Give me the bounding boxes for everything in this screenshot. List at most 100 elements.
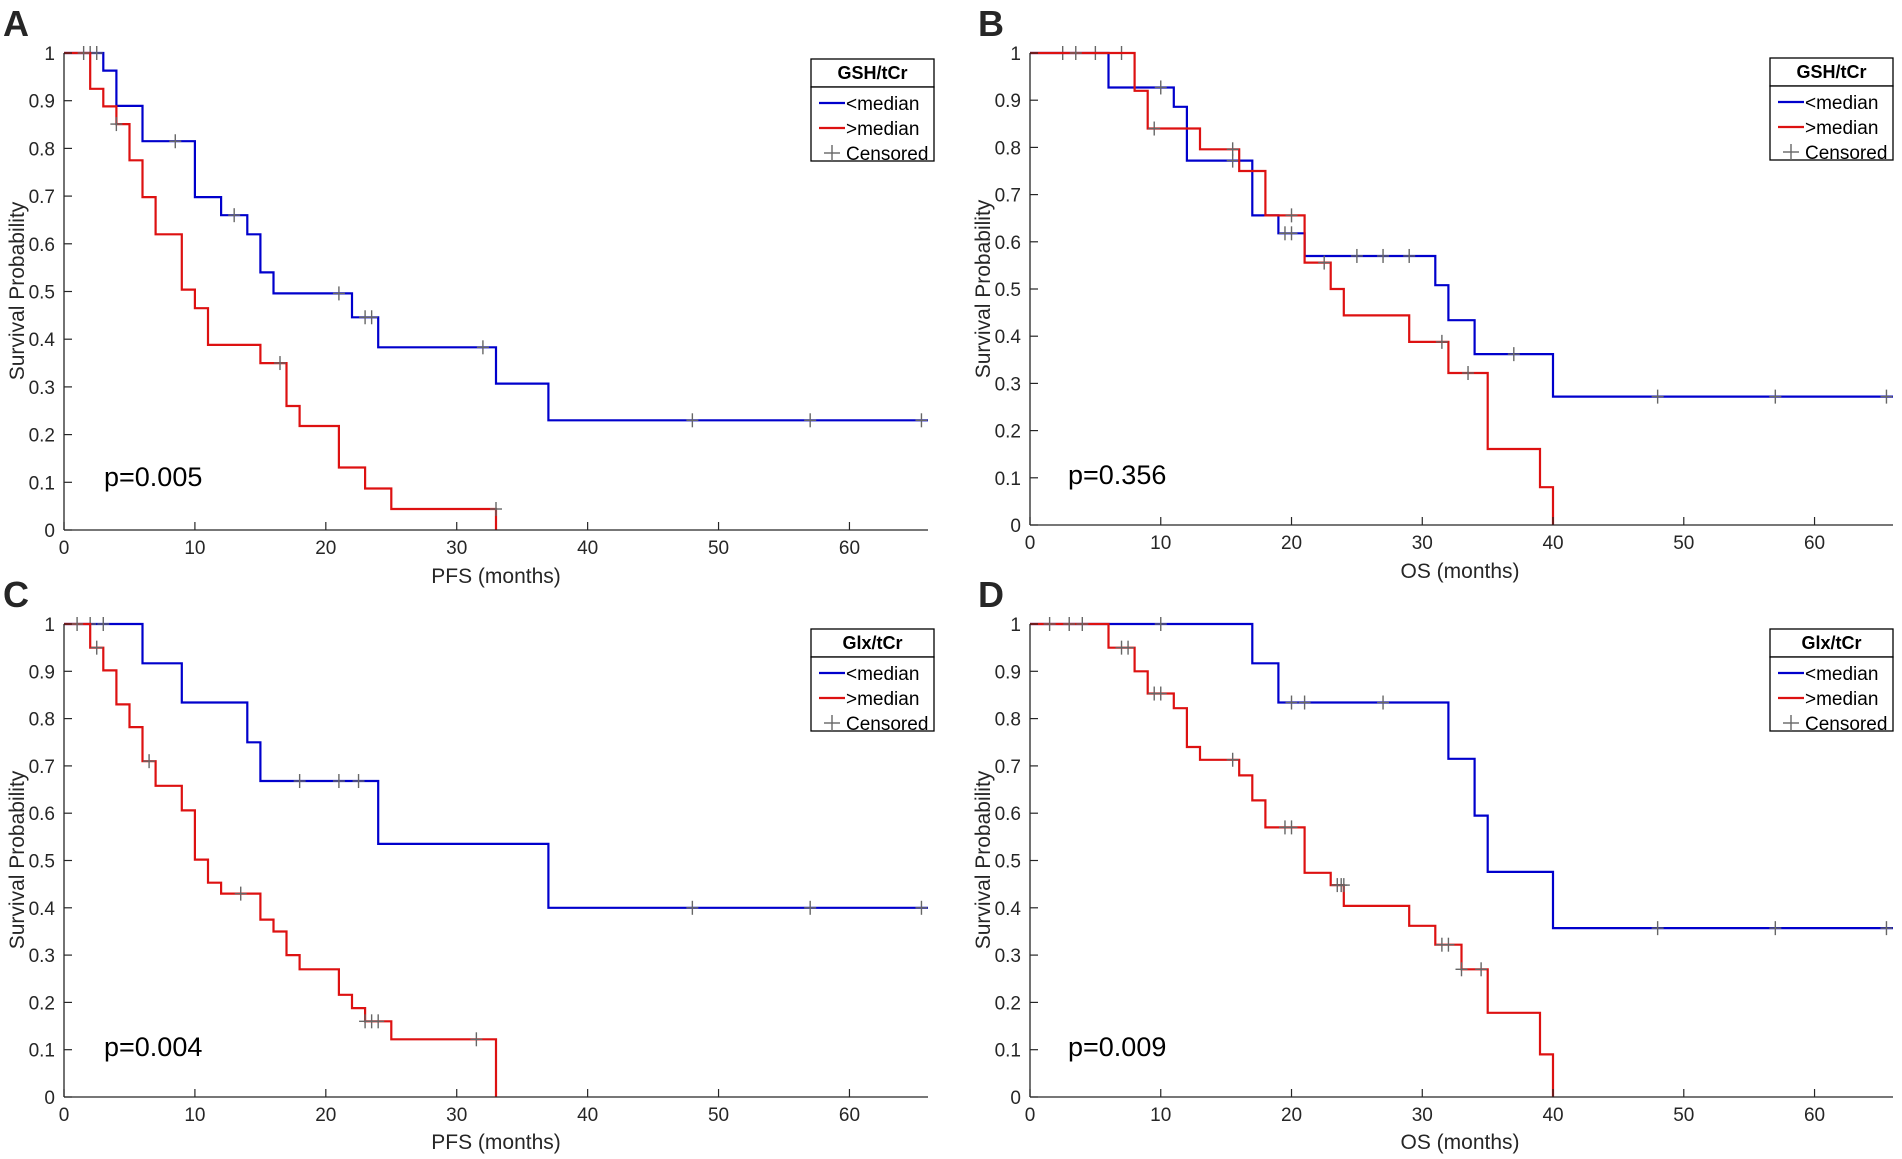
censored-marker — [1154, 686, 1167, 701]
legend-title-box — [810, 58, 935, 88]
y-tick-label: 0.7 — [29, 757, 55, 778]
x-tick-label: 50 — [1673, 533, 1694, 554]
p-value-label: p=0.356 — [1068, 460, 1166, 490]
y-tick-label: 0.3 — [995, 946, 1021, 967]
x-tick-label: 10 — [1150, 1105, 1171, 1126]
censored-marker — [1442, 937, 1455, 952]
p-value-label: p=0.009 — [1068, 1032, 1166, 1062]
survival-curve-above-median — [64, 51, 498, 530]
y-axis-label: Survival Probability — [6, 770, 29, 949]
y-tick-label: 0.5 — [995, 852, 1021, 873]
x-axis-label: OS (months) — [1400, 560, 1519, 583]
y-tick-label: 0.5 — [29, 283, 55, 304]
y-tick-label: 0 — [44, 1088, 55, 1109]
censored-marker — [90, 640, 103, 655]
censored-marker — [293, 774, 306, 789]
legend-entry-below-median: <median — [846, 664, 919, 685]
x-tick-label: 40 — [1542, 1105, 1563, 1126]
y-tick-label: 0.1 — [29, 1041, 55, 1062]
y-tick-label: 0.5 — [995, 280, 1021, 301]
censored-marker — [1880, 389, 1893, 404]
censored-marker — [1285, 208, 1298, 223]
legend-censored-marker — [824, 145, 840, 161]
survival-curve-below-median — [1030, 622, 1893, 930]
legend-entry-above-median: >median — [1805, 689, 1878, 710]
legend-title-box — [1769, 628, 1894, 658]
legend-title: Glx/tCr — [842, 633, 902, 653]
censored-marker — [804, 413, 817, 428]
censored-marker — [490, 502, 502, 517]
censored-marker — [234, 886, 247, 901]
censored-marker — [1377, 695, 1390, 710]
x-tick-label: 30 — [1412, 533, 1433, 554]
censored-marker — [1769, 389, 1782, 404]
y-tick-label: 0.8 — [995, 138, 1021, 159]
legend: GSH/tCr <median >median Censored — [1769, 57, 1894, 164]
legend-title: Glx/tCr — [1801, 633, 1861, 653]
censored-marker — [1298, 695, 1311, 710]
p-value-label: p=0.004 — [104, 1032, 202, 1062]
censored-marker — [1076, 617, 1089, 631]
censored-marker — [1154, 617, 1167, 631]
censored-marker — [686, 900, 699, 915]
x-axis-label: OS (months) — [1400, 1131, 1519, 1154]
x-tick-label: 40 — [1542, 533, 1563, 554]
censored-marker — [1063, 617, 1076, 631]
y-tick-label: 0.6 — [29, 804, 55, 825]
legend-entry-below-median: <median — [846, 94, 919, 115]
y-tick-label: 0.3 — [29, 946, 55, 967]
legend: Glx/tCr <median >median Censored — [810, 628, 935, 735]
censored-marker — [1318, 255, 1331, 270]
y-tick-label: 0.1 — [995, 469, 1021, 490]
censored-marker — [1069, 46, 1082, 60]
y-tick-label: 0.9 — [29, 662, 55, 683]
y-tick-label: 0 — [1010, 1088, 1021, 1109]
panel-letter: A — [3, 3, 29, 44]
x-tick-label: 60 — [1804, 1105, 1825, 1126]
legend-entry-censored: Censored — [1805, 143, 1887, 164]
censored-marker — [1350, 248, 1363, 263]
censored-marker — [1455, 962, 1468, 977]
y-tick-label: 0.2 — [29, 426, 55, 447]
censored-marker — [332, 286, 345, 301]
censored-marker — [169, 134, 182, 149]
legend-entry-below-median: <median — [1805, 664, 1878, 685]
y-tick-label: 0.2 — [995, 993, 1021, 1014]
y-tick-label: 1 — [1010, 615, 1021, 636]
y-tick-label: 1 — [44, 44, 55, 65]
censored-marker — [228, 208, 241, 223]
censored-marker — [332, 774, 345, 789]
x-axis-label: PFS (months) — [431, 1131, 561, 1154]
x-tick-label: 0 — [59, 538, 70, 559]
y-tick-label: 0.4 — [995, 327, 1022, 348]
x-axis-label: PFS (months) — [431, 565, 561, 588]
x-tick-label: 0 — [1025, 533, 1036, 554]
x-tick-label: 10 — [184, 1105, 205, 1126]
censored-marker — [1285, 226, 1298, 241]
censored-marker — [1651, 389, 1664, 404]
y-tick-label: 0.7 — [995, 186, 1021, 207]
legend: Glx/tCr <median >median Censored — [1769, 628, 1894, 735]
censored-marker — [1475, 962, 1488, 977]
censored-marker — [274, 356, 286, 371]
y-tick-label: 0.1 — [29, 473, 55, 494]
x-tick-label: 0 — [1025, 1105, 1036, 1126]
censored-marker — [470, 1032, 483, 1047]
censored-marker — [365, 310, 378, 325]
censored-marker — [1285, 820, 1298, 835]
legend-censored-marker — [1783, 144, 1799, 160]
censored-marker — [90, 46, 103, 60]
y-tick-label: 0 — [1010, 516, 1021, 537]
censored-marker — [1507, 347, 1520, 362]
x-tick-label: 0 — [59, 1105, 70, 1126]
censored-marker — [1462, 366, 1475, 381]
legend-title: GSH/tCr — [1796, 62, 1866, 82]
legend-title-box — [1769, 57, 1894, 87]
censored-marker — [77, 46, 90, 60]
y-tick-label: 0.2 — [995, 422, 1021, 443]
y-tick-label: 0.7 — [995, 757, 1021, 778]
censored-marker — [71, 617, 84, 631]
censored-marker — [1651, 921, 1664, 936]
y-tick-label: 0.3 — [29, 378, 55, 399]
legend-entry-censored: Censored — [1805, 714, 1887, 735]
